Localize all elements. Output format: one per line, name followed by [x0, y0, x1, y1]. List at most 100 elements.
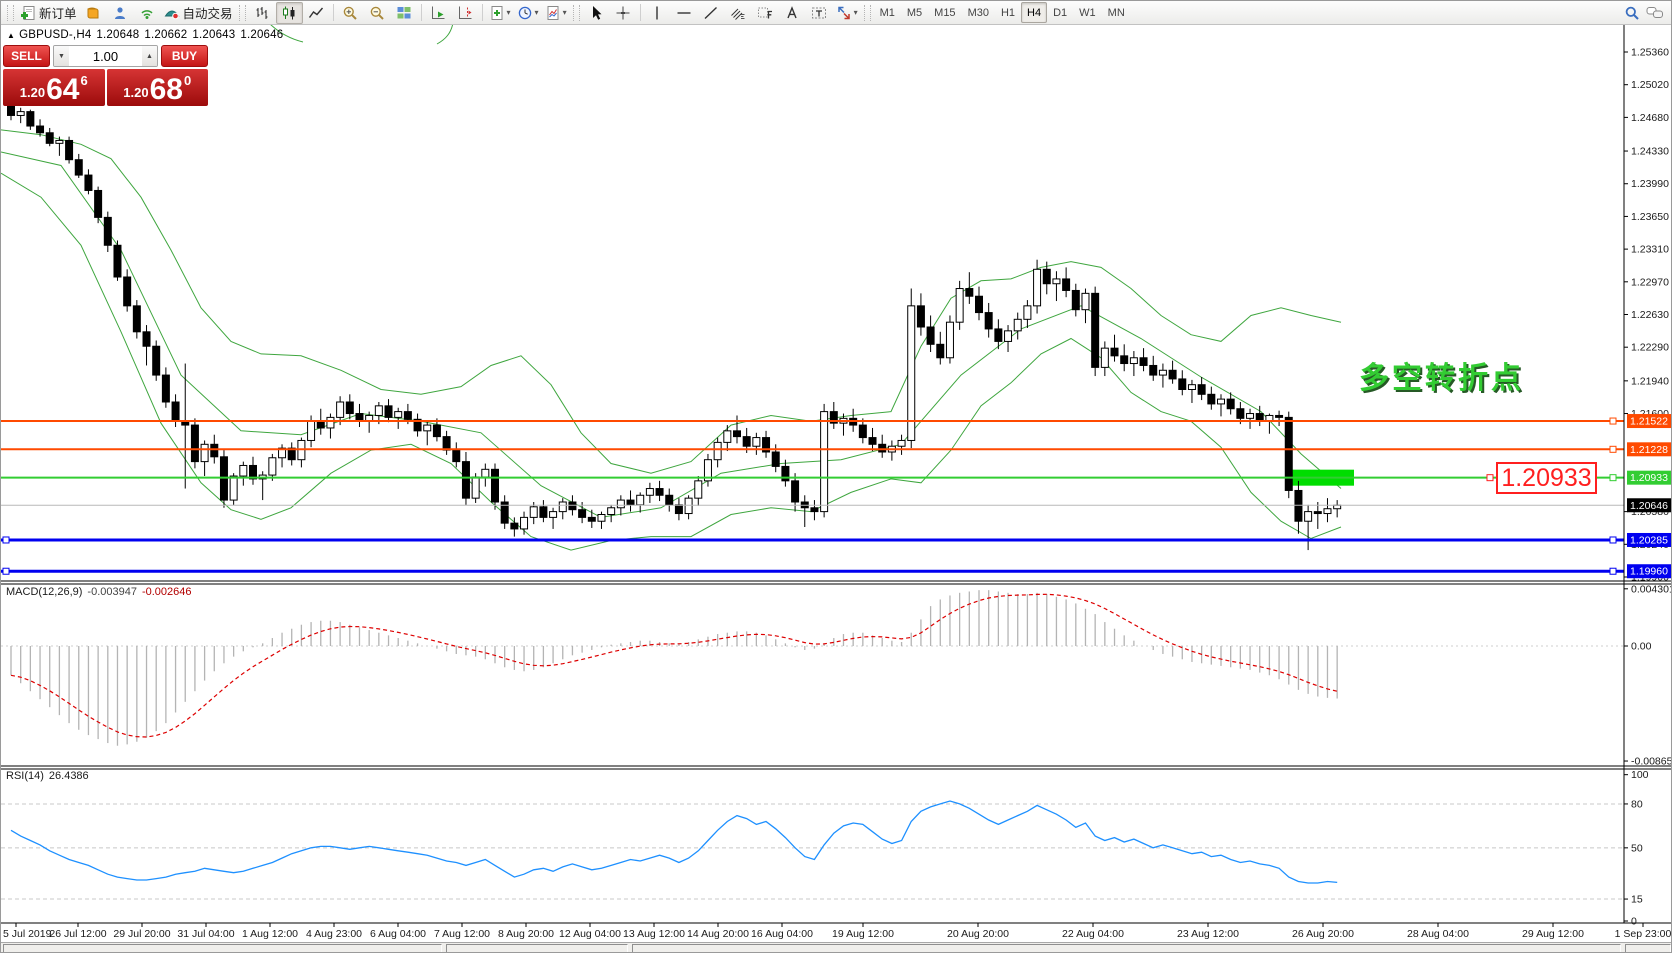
candle-body — [1033, 268, 1042, 307]
timeframe-m30[interactable]: M30 — [967, 6, 989, 19]
tile-windows-button[interactable] — [391, 2, 418, 24]
horizontal-line-button[interactable] — [671, 2, 698, 24]
periods-button[interactable]: ▾ — [514, 2, 542, 24]
candle-body — [1158, 369, 1167, 376]
line-handle — [1609, 536, 1617, 544]
sell-button[interactable]: SELL — [3, 45, 50, 67]
community-button[interactable] — [107, 2, 134, 24]
candlestick-chart-button[interactable] — [275, 1, 303, 24]
auto-scroll-button[interactable] — [425, 2, 452, 24]
toolbar-grip[interactable] — [863, 4, 871, 21]
svg-text:1.25020: 1.25020 — [1631, 79, 1669, 91]
candle-body — [287, 447, 296, 461]
signals-button[interactable] — [134, 2, 161, 24]
toolbar-grip[interactable] — [238, 4, 246, 21]
buy-price-big: 68 — [149, 73, 183, 106]
price-annotation-box[interactable]: 1.20933 — [1496, 462, 1597, 494]
timeframe-m15[interactable]: M15 — [934, 6, 956, 19]
vertical-line-button[interactable] — [644, 2, 671, 24]
candle-body — [975, 295, 983, 314]
chart-ohlc-readout: ▲ GBPUSD-,H4 1.20648 1.20662 1.20643 1.20646 — [7, 29, 288, 41]
candle-body — [568, 501, 577, 511]
candle-body — [384, 405, 393, 418]
collapse-arrow-icon[interactable]: ▲ — [7, 31, 16, 40]
bar-chart-button[interactable] — [249, 2, 276, 24]
price-badge — [1627, 442, 1671, 457]
arrows-button[interactable]: ▾ — [833, 2, 861, 24]
trendline-button[interactable] — [698, 2, 725, 24]
autotrading-icon — [164, 5, 180, 21]
timeframe-h1[interactable]: H1 — [1000, 6, 1016, 19]
chat-icon[interactable] — [1646, 5, 1664, 21]
level-lines[interactable] — [1, 417, 1624, 575]
line-handle — [2, 567, 10, 575]
text-label-icon — [811, 5, 827, 21]
candle-body — [791, 480, 800, 503]
line-chart-button[interactable] — [303, 2, 330, 24]
volume-decrease-button[interactable]: ▼ — [54, 46, 69, 66]
candle-body — [210, 443, 219, 458]
svg-text:26 Aug 20:00: 26 Aug 20:00 — [1292, 928, 1354, 940]
buy-price-button[interactable]: 1.20 68 0 — [106, 69, 208, 106]
svg-text:1.19960: 1.19960 — [1630, 566, 1668, 578]
text-button[interactable] — [779, 2, 806, 24]
svg-text:12 Aug 04:00: 12 Aug 04:00 — [559, 928, 621, 940]
autotrading-button[interactable]: 自动交易 — [161, 2, 236, 24]
cursor-button[interactable] — [583, 2, 610, 24]
candle-body — [55, 139, 64, 144]
line-handle — [1609, 445, 1617, 453]
candle-body — [336, 401, 345, 418]
chart-shift-icon — [457, 5, 473, 21]
fibo-grid-button[interactable] — [752, 2, 779, 24]
candle-body — [529, 506, 538, 518]
timeframe-h4[interactable]: H4 — [1021, 2, 1048, 23]
candle-body — [481, 468, 490, 478]
timeframe-mn[interactable]: MN — [1107, 6, 1125, 19]
price-badge — [1627, 414, 1671, 429]
line-handle — [1609, 567, 1617, 575]
toolbar-grip[interactable] — [7, 4, 14, 21]
templates-button[interactable]: ▾ — [542, 2, 570, 24]
toolbar-grip[interactable] — [572, 4, 580, 21]
candle-body — [616, 499, 625, 509]
chart-shift-button[interactable] — [452, 2, 479, 24]
sell-price-button[interactable]: 1.20 64 6 — [3, 69, 105, 106]
zoom-in-button[interactable] — [337, 2, 364, 24]
indicators-button[interactable]: ▾ — [486, 2, 514, 24]
search-icon[interactable] — [1624, 5, 1640, 21]
crosshair-button[interactable] — [610, 2, 637, 24]
candle-body — [1246, 413, 1255, 419]
volume-increase-button[interactable]: ▲ — [142, 46, 157, 66]
candle-body — [984, 312, 993, 330]
new-order-button[interactable]: 新订单 — [17, 2, 80, 24]
status-segment — [446, 944, 628, 952]
timeframe-m5[interactable]: M5 — [906, 6, 923, 19]
deposit-button[interactable] — [80, 2, 107, 24]
chart-canvas[interactable]: 1.25360 1.25020 1.24680 1.24330 1.23990 1.236… — [1, 25, 1672, 942]
volume-input[interactable]: 1.00 — [92, 48, 119, 64]
candle-body — [897, 439, 906, 447]
buy-button[interactable]: BUY — [161, 45, 208, 67]
candle-body — [713, 441, 722, 461]
candle-body — [723, 430, 732, 443]
svg-text:16 Aug 04:00: 16 Aug 04:00 — [751, 928, 813, 940]
svg-text:23 Aug 12:00: 23 Aug 12:00 — [1177, 928, 1239, 940]
candle-body — [123, 276, 132, 307]
timeframe-w1[interactable]: W1 — [1079, 6, 1096, 19]
fibonacci-button[interactable] — [725, 2, 752, 24]
timeframe-m1[interactable]: M1 — [879, 6, 895, 19]
candle-body — [1149, 364, 1158, 376]
template-icon — [545, 5, 561, 21]
candle-body — [161, 374, 170, 403]
candle-body — [1226, 398, 1235, 410]
candle-body — [268, 457, 277, 476]
candle-body — [171, 401, 180, 422]
text-label-button[interactable] — [806, 2, 833, 24]
rsi-axis-labels: 100 80 50 15 0 — [1624, 769, 1649, 928]
candle-body — [665, 494, 674, 506]
zoom-out-button[interactable] — [364, 2, 391, 24]
timeframe-d1[interactable]: D1 — [1053, 6, 1068, 19]
candle-body — [394, 411, 403, 418]
candle-body — [945, 321, 954, 359]
